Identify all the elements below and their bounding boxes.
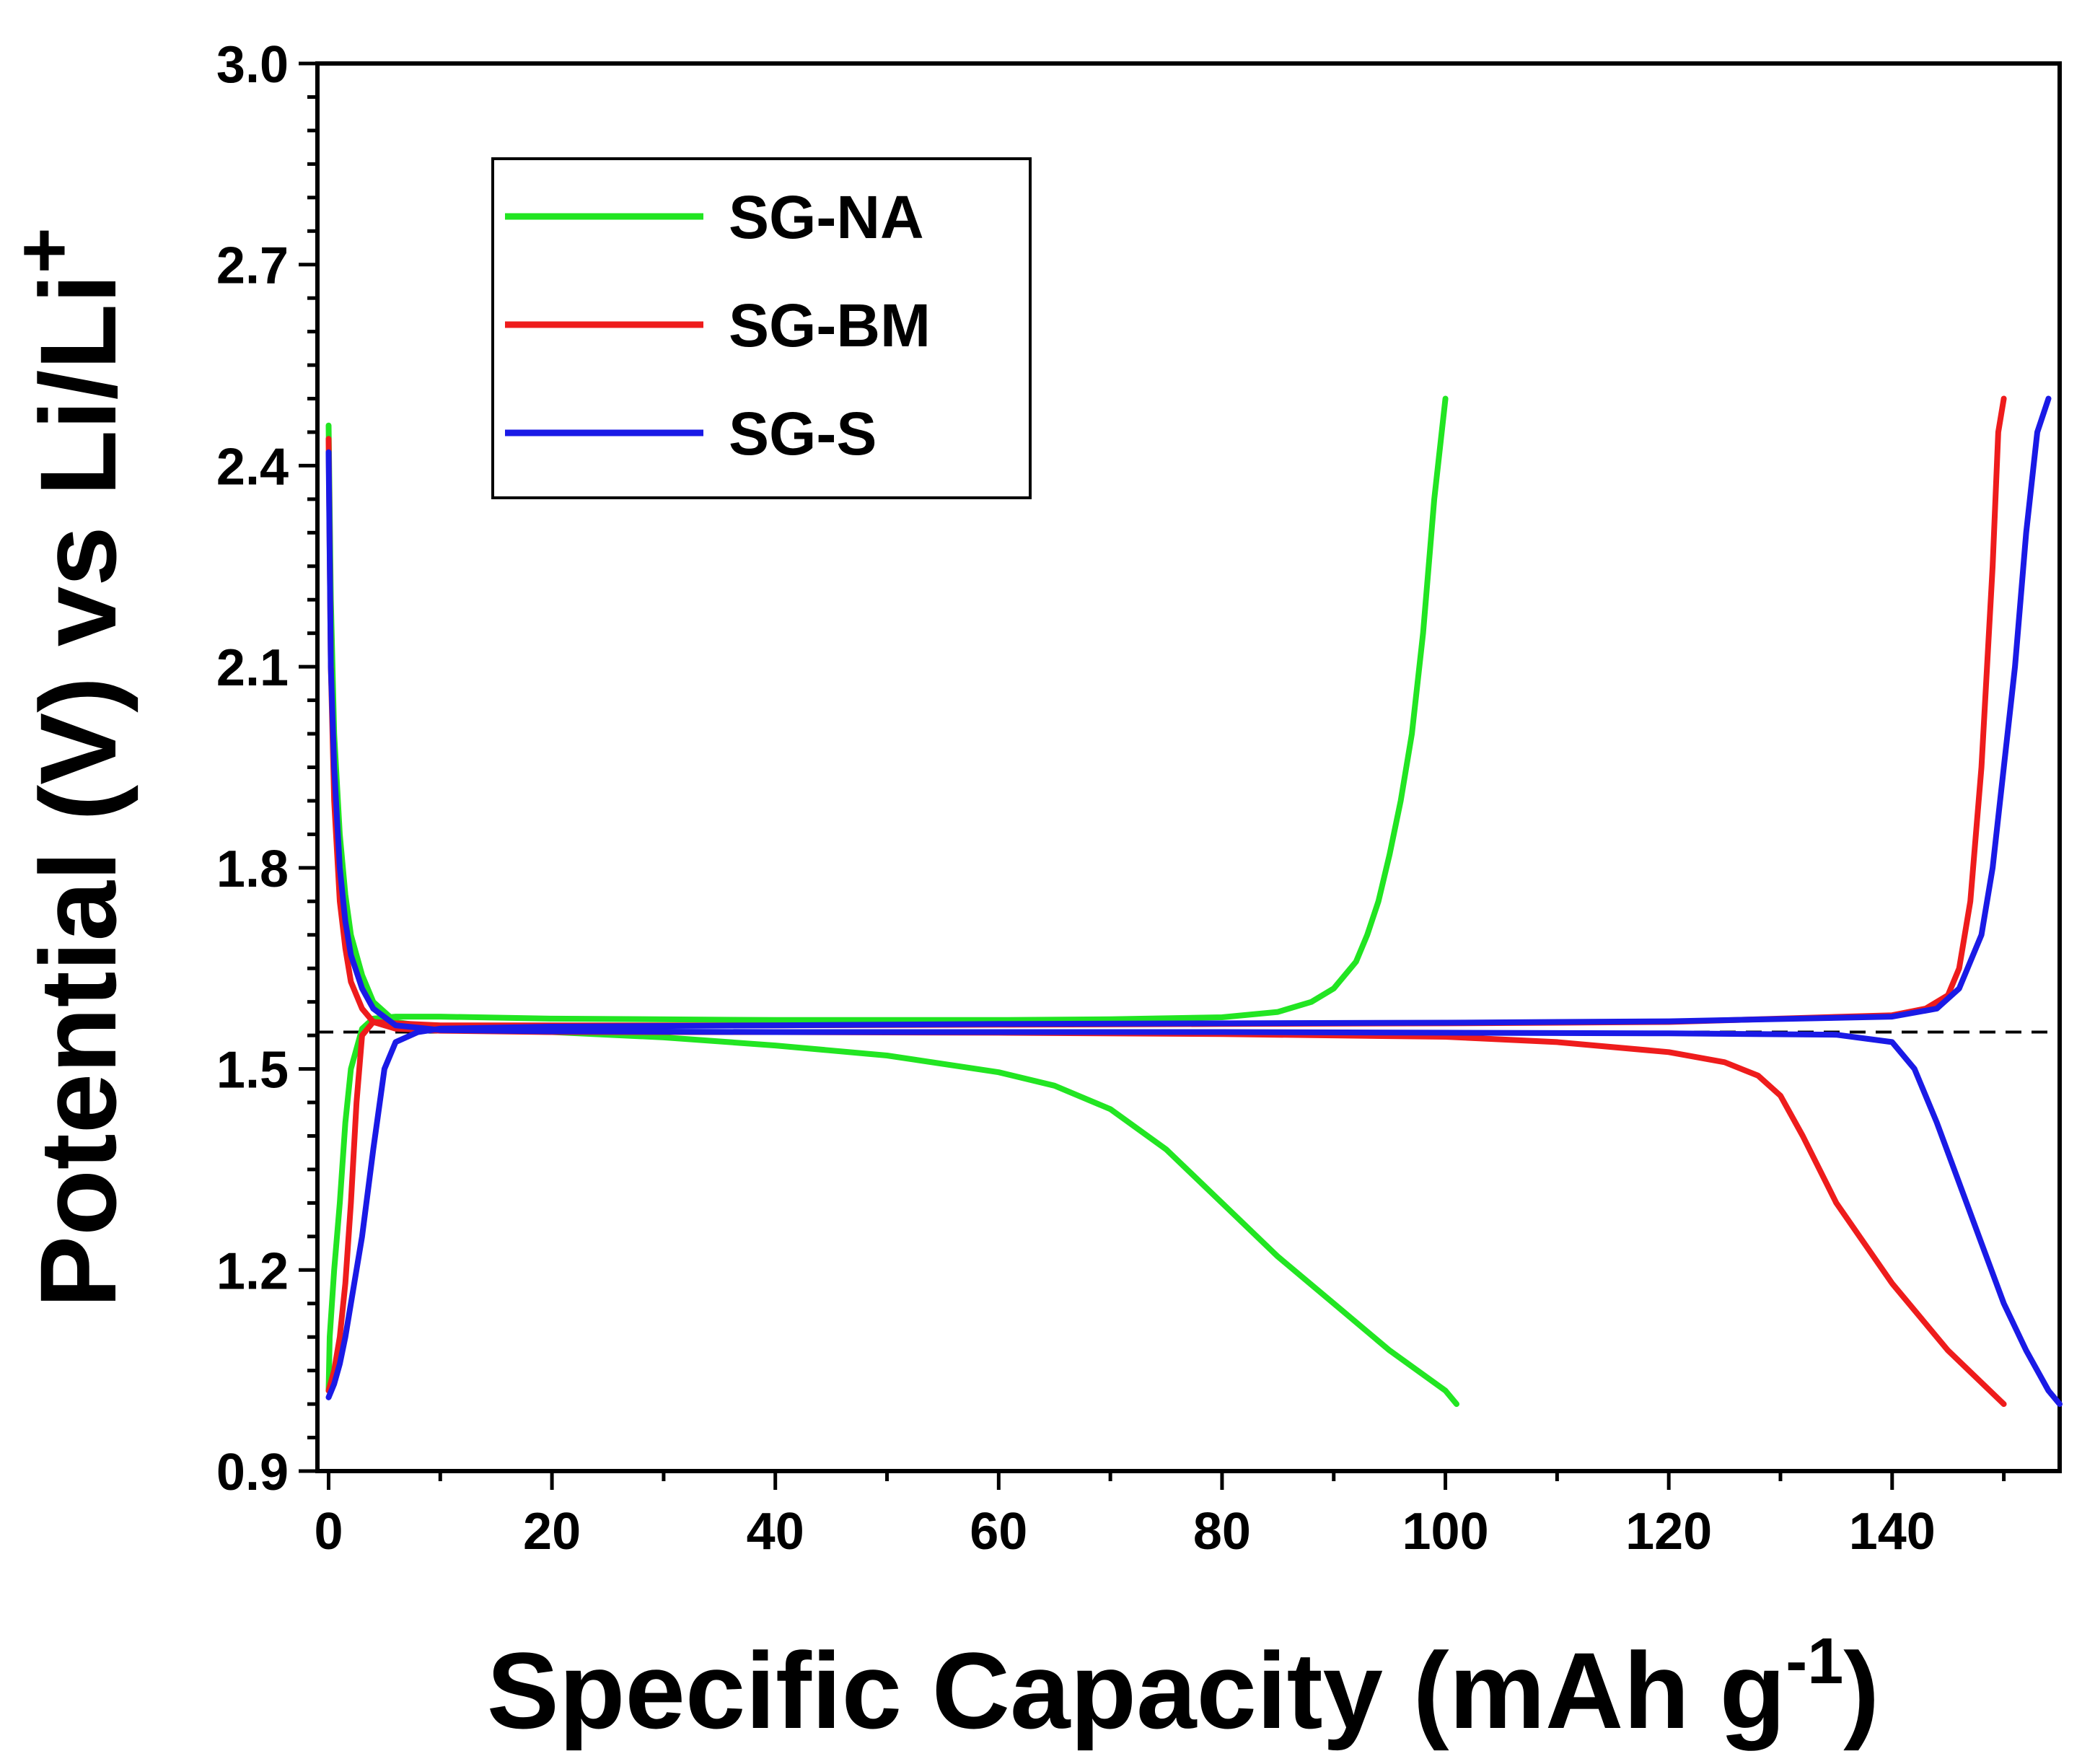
legend-label-sg-bm: SG-BM — [729, 291, 931, 359]
y-axis-title-superscript: + — [0, 227, 88, 273]
y-tick-label: 0.9 — [216, 1444, 289, 1501]
x-axis-ticks — [326, 1471, 2006, 1490]
x-axis-title-suffix: ) — [1843, 1630, 1879, 1751]
sg-na-charge-curve — [325, 395, 1449, 1394]
y-axis-title: Potential (V) vs Li/Li+ — [0, 227, 139, 1308]
x-tick-label: 0 — [314, 1503, 343, 1561]
y-axis-ticks — [299, 61, 317, 1473]
x-tick-label: 120 — [1625, 1503, 1712, 1561]
sg-s-charge-curve — [325, 395, 2052, 1400]
x-axis-title-superscript: -1 — [1786, 1625, 1843, 1698]
x-tick-label: 60 — [970, 1503, 1027, 1561]
sg-s-discharge-curve — [325, 449, 2063, 1408]
x-axis-tick-labels: 0 20 40 60 80 100 120 140 — [314, 1503, 1935, 1561]
y-tick-label: 1.5 — [216, 1042, 289, 1100]
x-axis-title: Specific Capacity (mAh g-1) — [487, 1625, 1879, 1751]
series-curves — [325, 395, 2063, 1408]
legend: SG-NA SG-BM SG-S — [491, 157, 1032, 499]
y-axis-tick-labels: 0.9 1.2 1.5 1.8 2.1 2.4 2.7 3.0 — [216, 36, 289, 1501]
x-tick-label: 140 — [1849, 1503, 1936, 1561]
legend-label-sg-s: SG-S — [729, 400, 877, 468]
y-tick-label: 2.1 — [216, 639, 289, 697]
y-tick-label: 2.7 — [216, 237, 289, 295]
legend-label-sg-na: SG-NA — [729, 183, 924, 251]
x-tick-label: 80 — [1193, 1503, 1251, 1561]
x-tick-label: 40 — [747, 1503, 804, 1561]
x-tick-label: 100 — [1402, 1503, 1488, 1561]
x-tick-label: 20 — [523, 1503, 581, 1561]
y-tick-label: 3.0 — [216, 36, 289, 94]
y-tick-label: 1.2 — [216, 1242, 289, 1300]
y-tick-label: 1.8 — [216, 841, 289, 898]
y-tick-label: 2.4 — [216, 438, 289, 496]
legend-items: SG-NA SG-BM SG-S — [505, 183, 931, 468]
